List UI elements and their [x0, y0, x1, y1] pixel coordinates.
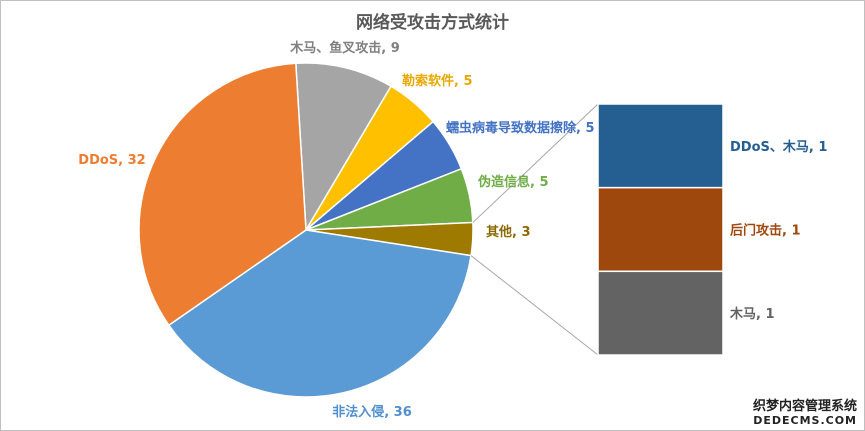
slice-label-蠕虫病毒导致数据擦除: 蠕虫病毒导致数据擦除, 5: [446, 120, 595, 136]
slice-label-伪造信息: 伪造信息, 5: [477, 174, 549, 190]
breakdown-segment-后门攻击: [597, 186, 724, 273]
connector-line-top: [472, 103, 599, 223]
watermark: 织梦内容管理系统 DEDECMS.COM: [753, 395, 857, 427]
breakdown-segment-DDoS-木马: [597, 103, 724, 189]
breakdown-segment-木马: [597, 270, 724, 356]
watermark-line1: 织梦内容管理系统: [752, 399, 857, 414]
breakdown-label-木马: 木马, 1: [729, 306, 775, 322]
slice-label-木马-鱼叉攻击: 木马、鱼叉攻击, 9: [289, 40, 400, 56]
breakdown-label-DDoS-木马: DDoS、木马, 1: [730, 139, 827, 155]
slice-label-勒索软件: 勒索软件, 5: [402, 73, 473, 89]
chart-title: 网络受攻击方式统计: [356, 13, 509, 33]
breakdown-label-后门攻击: 后门攻击, 1: [730, 223, 801, 239]
pie-slice-非法入侵: [167, 229, 472, 398]
pie-slice-木马-鱼叉攻击: [295, 62, 393, 233]
slice-label-DDoS: DDoS, 32: [78, 153, 145, 168]
pie-slice-DDoS: [138, 62, 307, 327]
slice-label-其他: 其他, 3: [486, 224, 531, 240]
connector-line-bottom: [470, 255, 599, 356]
slice-label-非法入侵: 非法入侵, 36: [332, 404, 412, 420]
watermark-line2: DEDECMS.COM: [753, 414, 857, 427]
